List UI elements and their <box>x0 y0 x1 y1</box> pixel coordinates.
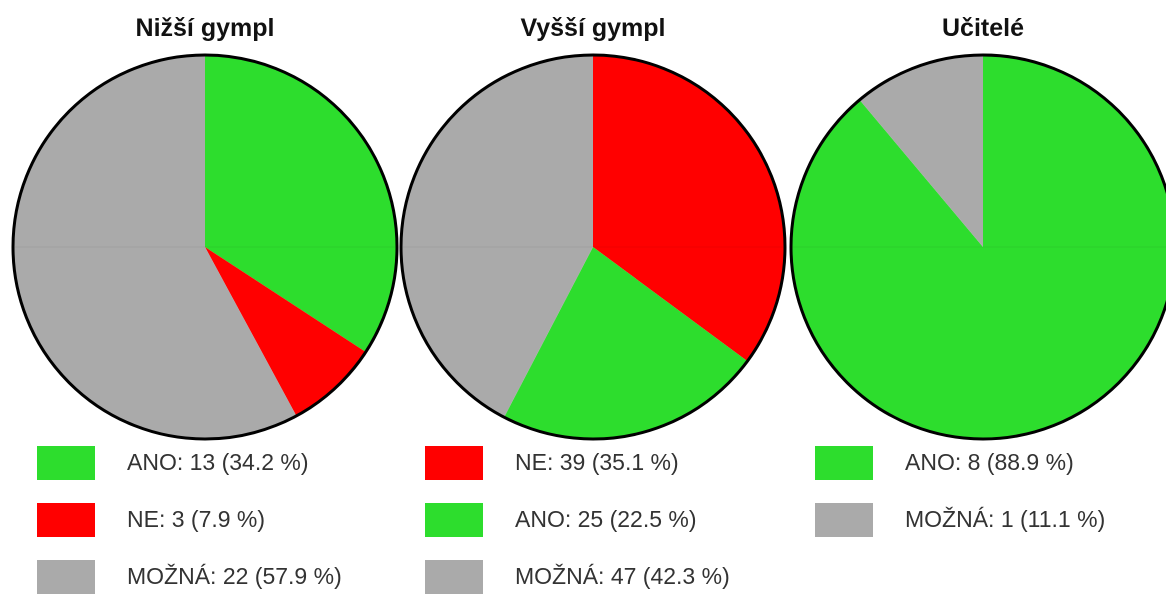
legend-label: ANO: 13 (34.2 %) <box>127 449 309 475</box>
chart-panel-ucitele: Učitelé ANO: 8 (88.9 %) MOŽNÁ: 1 (11.1 %… <box>788 0 1166 590</box>
legend-swatch <box>37 560 95 594</box>
pie-outline <box>789 53 1166 441</box>
legend-label: MOŽNÁ: 47 (42.3 %) <box>515 563 730 589</box>
chart-panel-vyssi-gympl: Vyšší gympl NE: 39 (35.1 %) ANO: 25 (22.… <box>398 0 788 594</box>
legend-swatch <box>425 446 483 480</box>
pie-slice-ano <box>791 55 1166 439</box>
pie-slice-možná <box>400 55 593 418</box>
chart-title: Nižší gympl <box>135 14 275 42</box>
pie-slice-ano <box>205 55 398 353</box>
legend-swatch <box>425 503 483 537</box>
legend-label: MOŽNÁ: 1 (11.1 %) <box>905 506 1106 532</box>
legend-swatch <box>37 446 95 480</box>
pie-chart <box>11 53 399 441</box>
legend-label: ANO: 25 (22.5 %) <box>515 506 697 532</box>
legend-swatch <box>815 503 873 537</box>
chart-title: Vyšší gympl <box>520 14 666 42</box>
chart-panel-nizsi-gympl: Nižší gympl ANO: 13 (34.2 %) NE: 3 (7.9 … <box>10 0 400 594</box>
legend-label: ANO: 8 (88.9 %) <box>905 449 1074 475</box>
pie-slice-ano <box>504 247 748 440</box>
legend-swatch <box>425 560 483 594</box>
legend-label: NE: 39 (35.1 %) <box>515 449 679 475</box>
pie-outline <box>11 53 399 441</box>
pie-outline <box>399 53 787 441</box>
pie-slice-ne <box>205 247 366 416</box>
pie-chart <box>789 53 1166 441</box>
chart-title: Učitelé <box>942 14 1024 42</box>
pie-chart <box>399 53 787 441</box>
legend-label: MOŽNÁ: 22 (57.9 %) <box>127 563 342 589</box>
pie-slice-možná <box>13 55 297 439</box>
pie-slice-ne <box>593 55 786 362</box>
legend-label: NE: 3 (7.9 %) <box>127 506 266 532</box>
legend-swatch <box>37 503 95 537</box>
pie-slice-možná <box>859 55 983 247</box>
legend-swatch <box>815 446 873 480</box>
